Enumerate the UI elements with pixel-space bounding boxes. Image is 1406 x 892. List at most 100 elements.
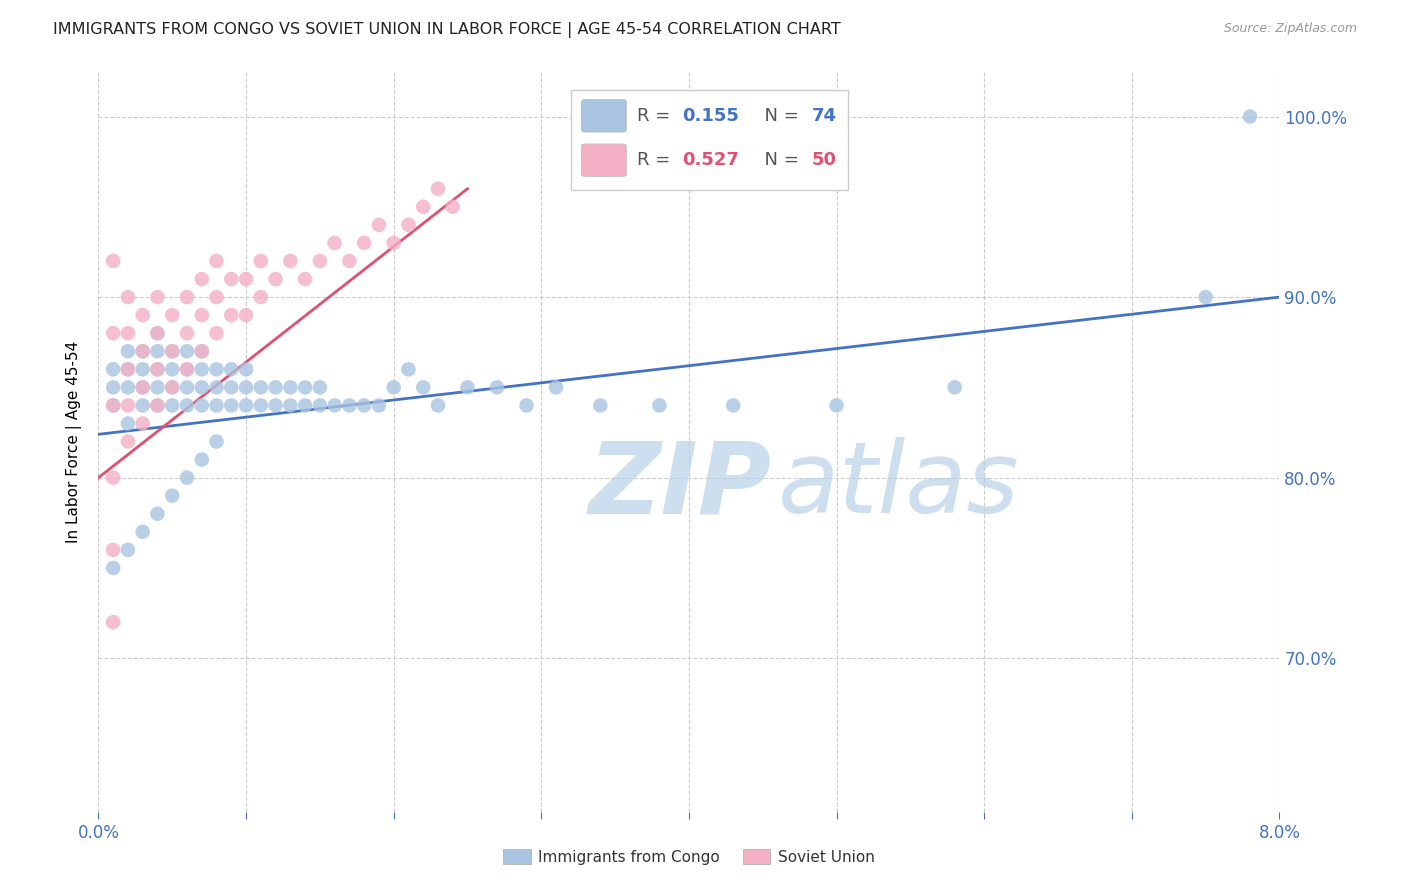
Point: [427, 182, 450, 196]
Point: [117, 399, 139, 413]
Point: [146, 290, 169, 304]
Point: [103, 326, 125, 341]
Point: [146, 507, 169, 521]
Point: [205, 254, 228, 268]
Point: [221, 272, 243, 286]
Text: 50: 50: [811, 152, 837, 169]
Point: [353, 235, 375, 250]
Point: [339, 254, 361, 268]
Legend: Immigrants from Congo, Soviet Union: Immigrants from Congo, Soviet Union: [496, 843, 882, 871]
Point: [205, 290, 228, 304]
Point: [205, 362, 228, 376]
Point: [117, 542, 139, 557]
Point: [309, 254, 332, 268]
Point: [191, 308, 214, 322]
Point: [353, 399, 375, 413]
Point: [132, 380, 155, 394]
Point: [412, 200, 434, 214]
Text: N =: N =: [752, 152, 804, 169]
Point: [294, 272, 316, 286]
Point: [191, 399, 214, 413]
Point: [103, 542, 125, 557]
Point: [486, 380, 509, 394]
Point: [117, 290, 139, 304]
Text: Source: ZipAtlas.com: Source: ZipAtlas.com: [1223, 22, 1357, 36]
Point: [176, 380, 198, 394]
Point: [176, 470, 198, 484]
Text: N =: N =: [752, 107, 804, 125]
Point: [103, 399, 125, 413]
Point: [162, 308, 183, 322]
Point: [132, 344, 155, 359]
Text: R =: R =: [637, 152, 676, 169]
Point: [191, 362, 214, 376]
Point: [132, 417, 155, 431]
FancyBboxPatch shape: [571, 90, 848, 190]
Text: 74: 74: [811, 107, 837, 125]
Point: [117, 380, 139, 394]
Point: [1239, 110, 1261, 124]
Point: [235, 272, 257, 286]
Point: [250, 290, 273, 304]
Point: [339, 399, 361, 413]
Point: [382, 380, 405, 394]
Point: [235, 380, 257, 394]
Point: [250, 254, 273, 268]
Point: [176, 362, 198, 376]
Point: [162, 380, 183, 394]
Point: [146, 326, 169, 341]
Point: [235, 308, 257, 322]
Text: atlas: atlas: [778, 437, 1019, 534]
Point: [382, 235, 405, 250]
Point: [146, 362, 169, 376]
Point: [103, 561, 125, 575]
Point: [176, 290, 198, 304]
Point: [368, 399, 391, 413]
Point: [146, 380, 169, 394]
FancyBboxPatch shape: [582, 144, 626, 177]
Text: 0.155: 0.155: [682, 107, 738, 125]
Point: [132, 524, 155, 539]
Point: [176, 362, 198, 376]
Point: [191, 272, 214, 286]
Text: ZIP: ZIP: [589, 437, 772, 534]
Point: [221, 380, 243, 394]
Point: [398, 362, 420, 376]
Point: [176, 399, 198, 413]
Point: [162, 380, 183, 394]
Point: [221, 362, 243, 376]
Point: [162, 399, 183, 413]
Point: [309, 399, 332, 413]
Point: [648, 399, 671, 413]
Point: [176, 326, 198, 341]
Point: [280, 254, 302, 268]
Point: [132, 344, 155, 359]
Point: [146, 399, 169, 413]
Point: [205, 399, 228, 413]
Point: [441, 200, 464, 214]
Point: [943, 380, 966, 394]
Point: [323, 235, 346, 250]
Point: [264, 399, 287, 413]
Point: [191, 344, 214, 359]
Point: [146, 399, 169, 413]
Y-axis label: In Labor Force | Age 45-54: In Labor Force | Age 45-54: [66, 341, 82, 542]
Point: [146, 344, 169, 359]
Point: [294, 399, 316, 413]
Point: [250, 399, 273, 413]
Point: [427, 399, 450, 413]
Point: [162, 344, 183, 359]
Text: R =: R =: [637, 107, 676, 125]
Point: [368, 218, 391, 232]
Point: [117, 362, 139, 376]
Point: [221, 308, 243, 322]
Text: IMMIGRANTS FROM CONGO VS SOVIET UNION IN LABOR FORCE | AGE 45-54 CORRELATION CHA: IMMIGRANTS FROM CONGO VS SOVIET UNION IN…: [53, 22, 841, 38]
Point: [132, 380, 155, 394]
Point: [264, 380, 287, 394]
Point: [146, 362, 169, 376]
Point: [280, 380, 302, 394]
Point: [117, 434, 139, 449]
Point: [825, 399, 848, 413]
Point: [516, 399, 538, 413]
Point: [191, 344, 214, 359]
